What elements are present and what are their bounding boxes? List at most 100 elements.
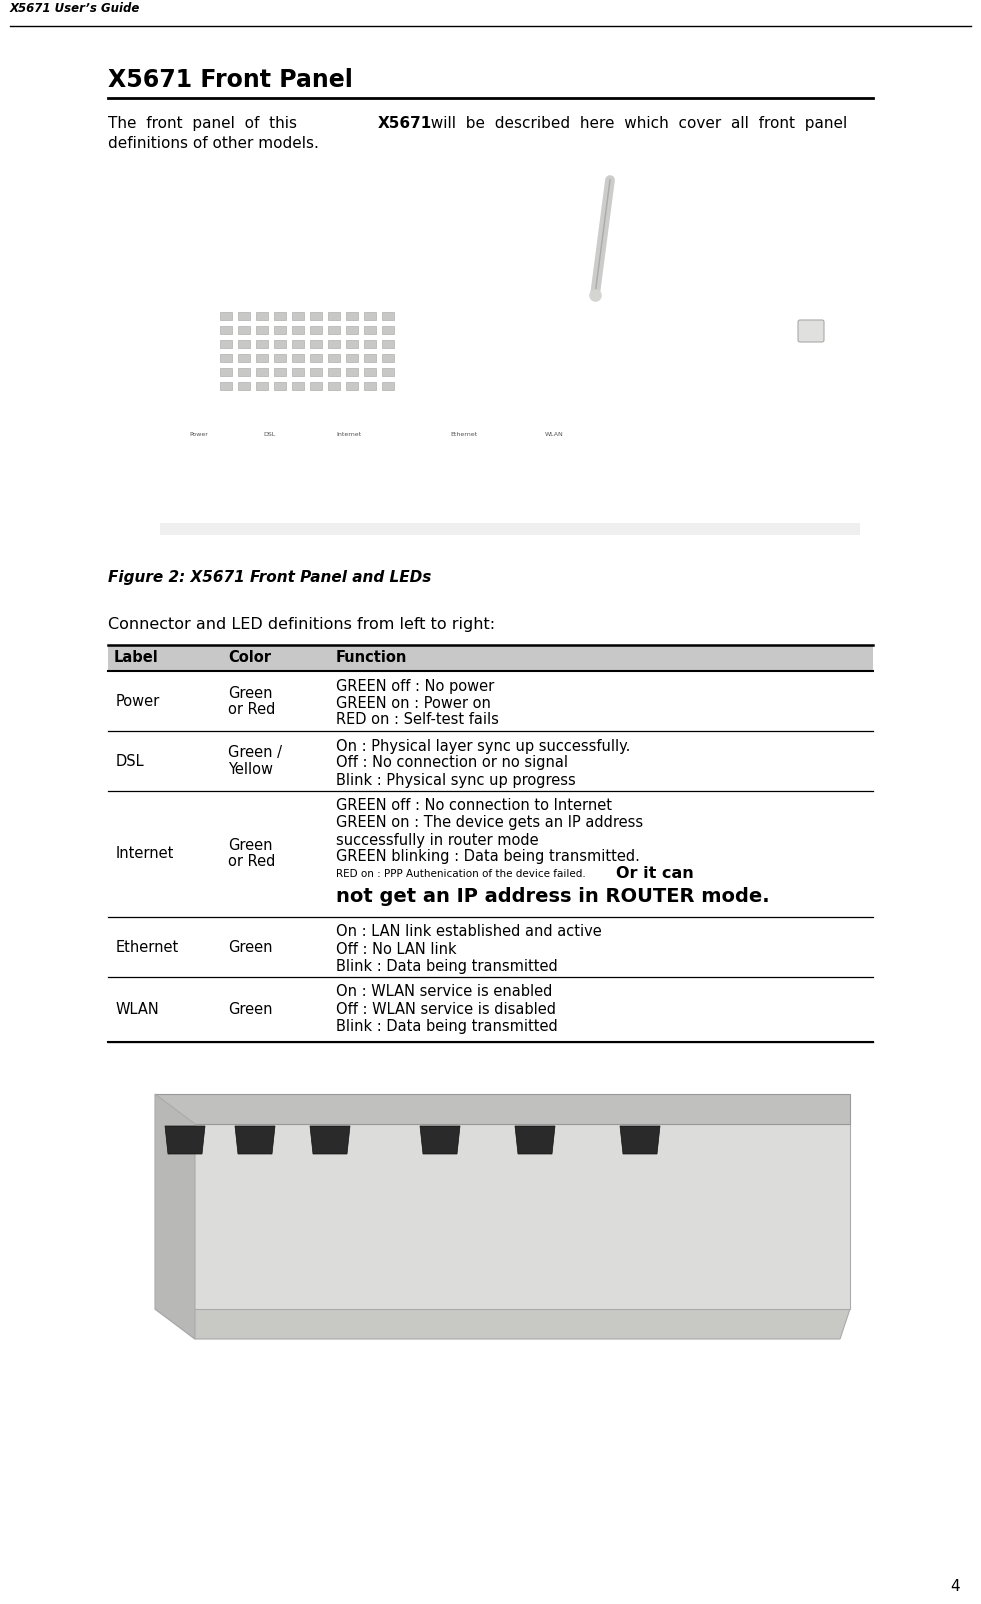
FancyBboxPatch shape — [238, 313, 250, 321]
FancyBboxPatch shape — [220, 382, 232, 390]
FancyBboxPatch shape — [328, 367, 340, 375]
Text: RED on : PPP Authenication of the device failed.: RED on : PPP Authenication of the device… — [336, 869, 586, 879]
Polygon shape — [155, 1094, 850, 1124]
Polygon shape — [420, 1126, 460, 1153]
FancyBboxPatch shape — [328, 340, 340, 348]
Text: X5671 User’s Guide: X5671 User’s Guide — [10, 2, 140, 14]
Text: On : LAN link established and active: On : LAN link established and active — [336, 924, 601, 940]
FancyBboxPatch shape — [346, 382, 358, 390]
Text: Green: Green — [228, 940, 273, 954]
FancyBboxPatch shape — [310, 382, 322, 390]
Polygon shape — [235, 1126, 275, 1153]
FancyBboxPatch shape — [346, 340, 358, 348]
Text: Green: Green — [228, 839, 273, 853]
FancyBboxPatch shape — [238, 382, 250, 390]
FancyBboxPatch shape — [292, 382, 304, 390]
Text: Off : No connection or no signal: Off : No connection or no signal — [336, 755, 568, 770]
FancyBboxPatch shape — [310, 313, 322, 321]
FancyBboxPatch shape — [382, 326, 394, 334]
FancyBboxPatch shape — [328, 326, 340, 334]
FancyBboxPatch shape — [364, 313, 376, 321]
FancyBboxPatch shape — [364, 340, 376, 348]
Text: or Red: or Red — [228, 855, 276, 869]
Text: GREEN on : Power on: GREEN on : Power on — [336, 696, 490, 711]
Text: Green: Green — [228, 685, 273, 701]
FancyBboxPatch shape — [274, 340, 286, 348]
Text: Green /: Green / — [228, 746, 282, 760]
Text: Function: Function — [336, 651, 407, 666]
FancyBboxPatch shape — [256, 367, 268, 375]
Text: Power: Power — [116, 693, 160, 709]
Text: Power: Power — [189, 431, 208, 436]
FancyBboxPatch shape — [274, 367, 286, 375]
FancyBboxPatch shape — [310, 354, 322, 363]
Text: WLAN: WLAN — [116, 1002, 160, 1017]
Text: Off : No LAN link: Off : No LAN link — [336, 942, 456, 956]
Text: DSL: DSL — [116, 754, 144, 768]
FancyBboxPatch shape — [382, 313, 394, 321]
Text: Ethernet: Ethernet — [116, 940, 180, 954]
FancyBboxPatch shape — [328, 313, 340, 321]
Polygon shape — [155, 1309, 850, 1339]
FancyBboxPatch shape — [310, 340, 322, 348]
FancyBboxPatch shape — [274, 313, 286, 321]
FancyBboxPatch shape — [292, 326, 304, 334]
FancyBboxPatch shape — [238, 326, 250, 334]
Text: On : Physical layer sync up successfully.: On : Physical layer sync up successfully… — [336, 738, 631, 754]
Text: Connector and LED definitions from left to right:: Connector and LED definitions from left … — [108, 618, 495, 632]
Text: 4: 4 — [951, 1578, 960, 1594]
Polygon shape — [620, 1126, 660, 1153]
FancyBboxPatch shape — [256, 382, 268, 390]
Text: DSL: DSL — [263, 431, 275, 436]
FancyBboxPatch shape — [382, 340, 394, 348]
Text: On : WLAN service is enabled: On : WLAN service is enabled — [336, 985, 552, 999]
Polygon shape — [155, 1094, 195, 1339]
FancyBboxPatch shape — [364, 382, 376, 390]
Text: or Red: or Red — [228, 701, 276, 717]
FancyBboxPatch shape — [108, 645, 873, 670]
Polygon shape — [515, 1126, 555, 1153]
Text: Off : WLAN service is disabled: Off : WLAN service is disabled — [336, 1001, 556, 1017]
FancyBboxPatch shape — [364, 367, 376, 375]
Text: The  front  panel  of  this: The front panel of this — [108, 115, 307, 132]
Text: not get an IP address in ROUTER mode.: not get an IP address in ROUTER mode. — [336, 887, 770, 906]
Text: Yellow: Yellow — [228, 762, 273, 776]
Text: successfully in router mode: successfully in router mode — [336, 832, 539, 847]
Text: GREEN off : No connection to Internet: GREEN off : No connection to Internet — [336, 799, 612, 813]
FancyBboxPatch shape — [238, 367, 250, 375]
Text: Blink : Data being transmitted: Blink : Data being transmitted — [336, 1019, 558, 1033]
FancyBboxPatch shape — [382, 382, 394, 390]
FancyBboxPatch shape — [256, 340, 268, 348]
FancyBboxPatch shape — [798, 321, 824, 342]
FancyBboxPatch shape — [364, 354, 376, 363]
FancyBboxPatch shape — [160, 523, 860, 536]
FancyBboxPatch shape — [346, 313, 358, 321]
FancyBboxPatch shape — [274, 326, 286, 334]
FancyBboxPatch shape — [382, 367, 394, 375]
Polygon shape — [310, 1126, 350, 1153]
Text: definitions of other models.: definitions of other models. — [108, 136, 319, 151]
Text: GREEN blinking : Data being transmitted.: GREEN blinking : Data being transmitted. — [336, 850, 640, 865]
Text: Ethernet: Ethernet — [450, 431, 478, 436]
FancyBboxPatch shape — [292, 367, 304, 375]
Text: X5671: X5671 — [378, 115, 433, 132]
FancyBboxPatch shape — [238, 354, 250, 363]
Text: Blink : Physical sync up progress: Blink : Physical sync up progress — [336, 773, 576, 788]
FancyBboxPatch shape — [346, 367, 358, 375]
Polygon shape — [165, 1126, 205, 1153]
FancyBboxPatch shape — [310, 326, 322, 334]
FancyBboxPatch shape — [220, 313, 232, 321]
FancyBboxPatch shape — [364, 326, 376, 334]
FancyBboxPatch shape — [220, 340, 232, 348]
FancyBboxPatch shape — [220, 367, 232, 375]
FancyBboxPatch shape — [292, 354, 304, 363]
FancyBboxPatch shape — [274, 354, 286, 363]
Text: Blink : Data being transmitted: Blink : Data being transmitted — [336, 959, 558, 974]
FancyBboxPatch shape — [256, 354, 268, 363]
Text: WLAN: WLAN — [544, 431, 563, 436]
Text: Internet: Internet — [336, 431, 362, 436]
Text: Label: Label — [114, 651, 159, 666]
FancyBboxPatch shape — [328, 354, 340, 363]
Text: Color: Color — [228, 651, 271, 666]
Text: Or it can: Or it can — [616, 866, 694, 882]
